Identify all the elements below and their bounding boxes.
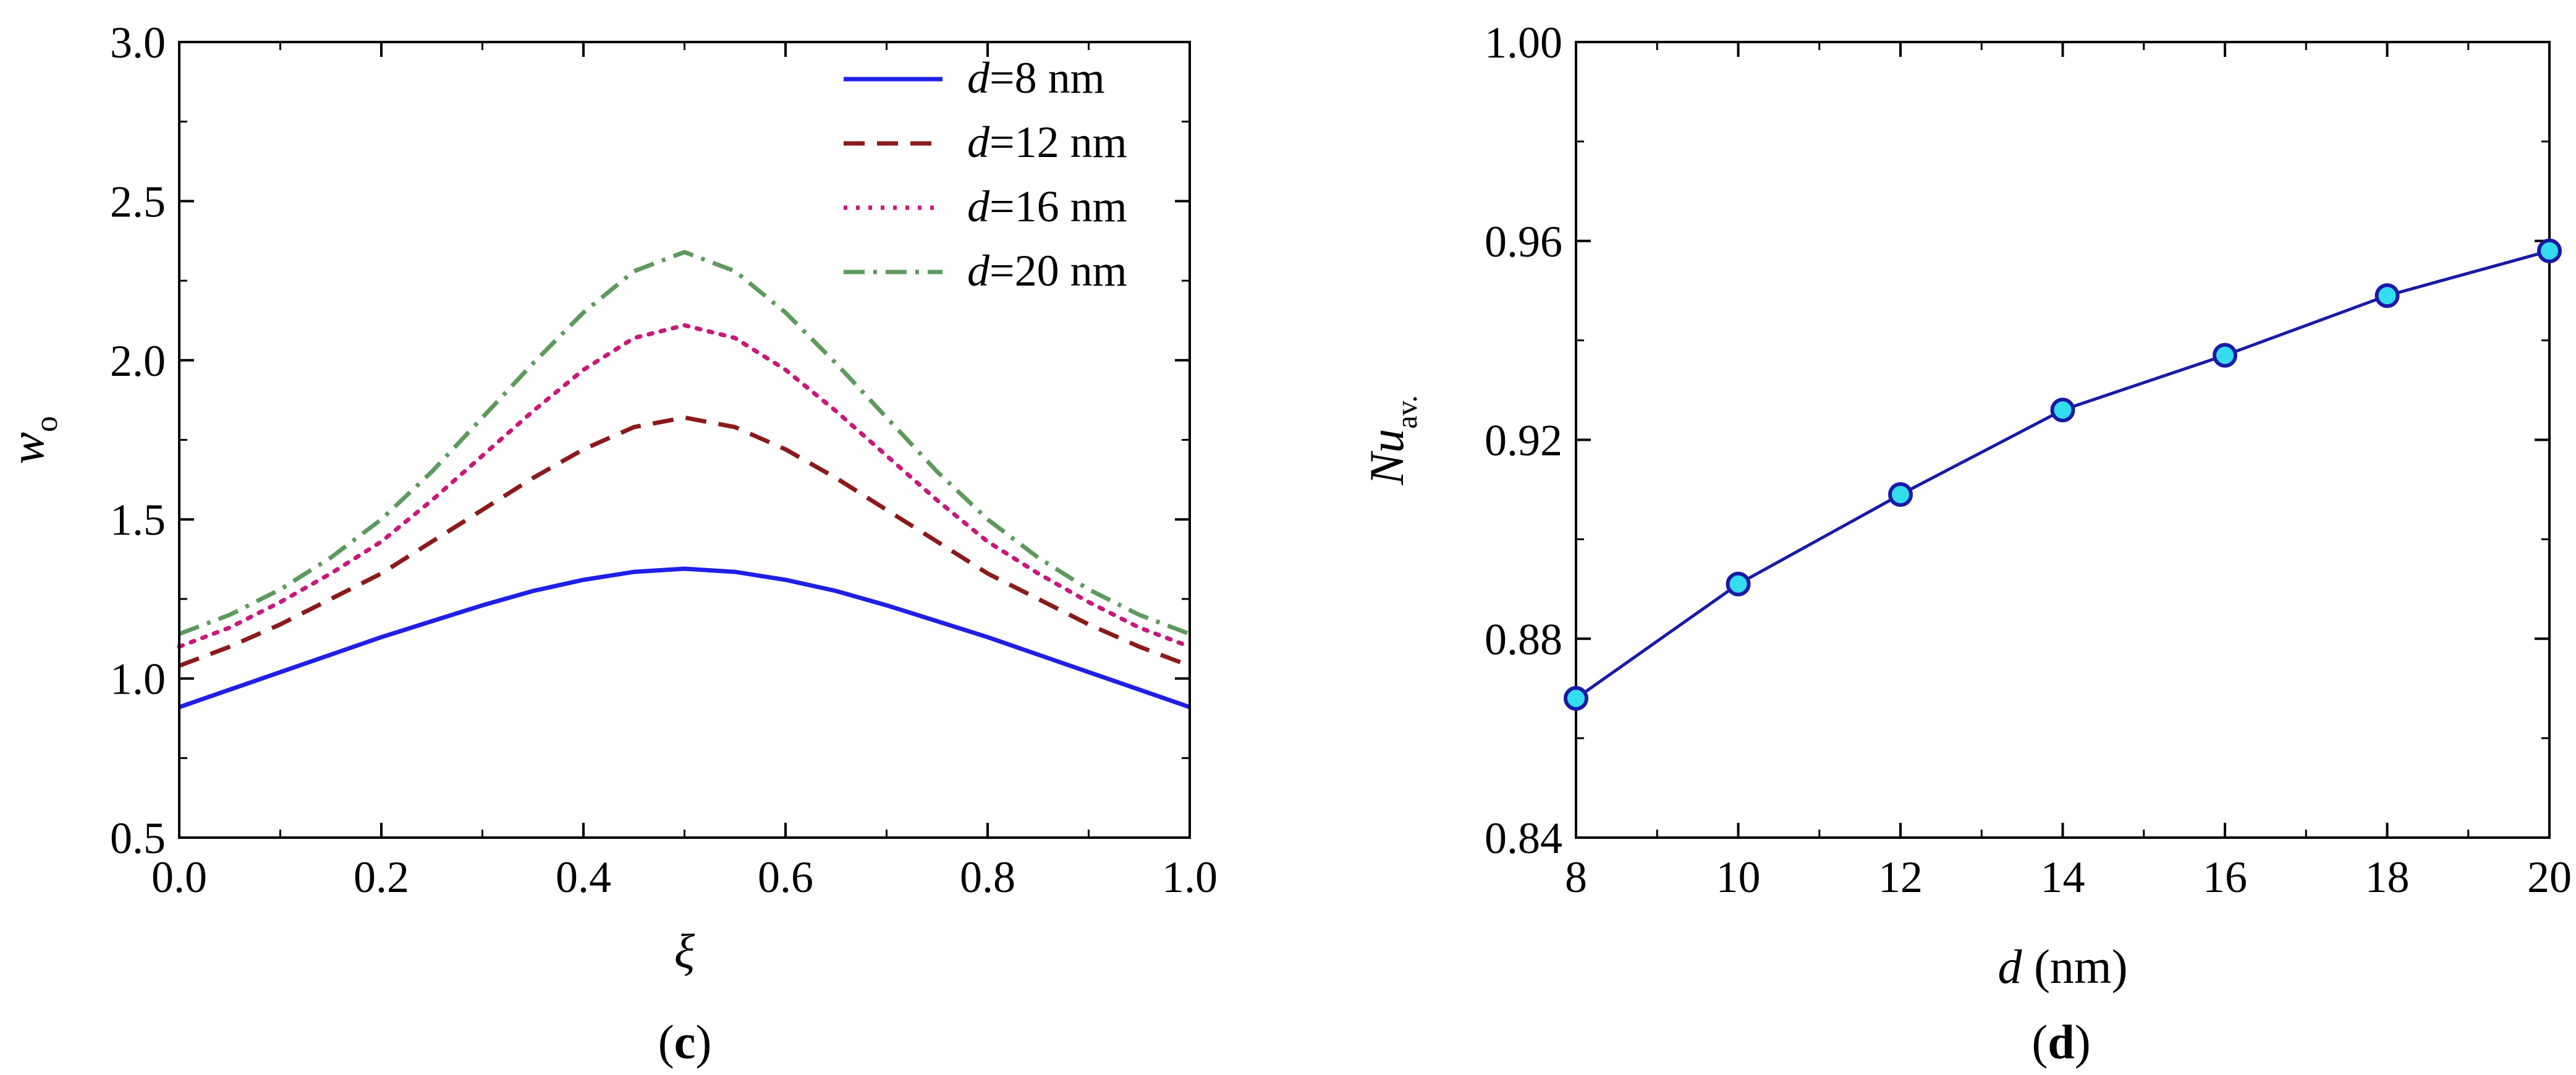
y-tick-label: 1.0: [110, 655, 166, 704]
data-point: [2375, 283, 2400, 308]
data-point: [2050, 397, 2075, 423]
x-axis-title: ξ: [674, 924, 695, 978]
x-tick-label: 0.2: [354, 852, 409, 902]
panel-label-d: (d): [2032, 1015, 2090, 1069]
legend: d=8 nm d=12 nm d=16 nm d=20 nm: [844, 53, 1127, 295]
legend-label: d=8 nm: [967, 53, 1105, 103]
x-tick-label: 1.0: [1162, 852, 1218, 902]
y-tick-label: 0.88: [1485, 614, 1562, 664]
y-tick-label: 0.84: [1485, 814, 1562, 863]
data-point: [1888, 482, 1913, 507]
panel-c-chart: 0.0 0.2 0.4 0.6 0.8 1.0 0.5 1.0 1.5 2.0 2.5 3.0 ξ wo (…: [0, 18, 1218, 1069]
y-axis-title: wo: [0, 416, 64, 464]
x-tick-label: 0.0: [151, 852, 207, 902]
y-tick-label: 3.0: [110, 18, 166, 67]
y-tick-label: 1.5: [110, 495, 166, 545]
series-line-d-8-nm: [178, 566, 1191, 710]
data-point: [1564, 686, 1588, 711]
y-tick-label: 0.96: [1485, 217, 1562, 266]
data-point: [2537, 238, 2562, 263]
y-axis-title: Nuav.: [1360, 395, 1423, 485]
x-axis-title: d (nm): [1998, 940, 2127, 993]
x-tick-label: 10: [1716, 852, 1761, 902]
legend-label: d=20 nm: [967, 246, 1127, 295]
x-tick-label: 12: [1878, 852, 1923, 902]
x-tick-label: 0.4: [556, 852, 611, 902]
series-line-d-12-nm: [178, 415, 1191, 668]
x-tick-label: 0.6: [758, 852, 813, 902]
y-tick-label: 2.0: [110, 336, 166, 386]
series-line-d-20-nm: [178, 250, 1191, 636]
data-point: [2213, 342, 2237, 368]
plot-frame-d: [1575, 41, 2551, 839]
x-tick-label: 0.8: [960, 852, 1015, 902]
x-tick-label: 8: [1565, 852, 1587, 902]
y-tick-label: 0.5: [110, 814, 166, 863]
series-line-nu: [1575, 249, 2550, 700]
data-point: [1726, 571, 1751, 597]
series-line-d-16-nm: [177, 323, 1192, 649]
y-tick-label: 0.92: [1485, 416, 1562, 465]
legend-label: d=16 nm: [967, 182, 1127, 231]
x-tick-label: 14: [2041, 852, 2085, 902]
x-tick-label: 18: [2365, 852, 2410, 902]
y-tick-label: 1.00: [1485, 18, 1562, 67]
panel-d-chart: 8 10 12 14 16 18 20 0.84 0.88 0.92 0.96 1.00 d (nm) N…: [1360, 18, 2572, 1069]
legend-label: d=12 nm: [967, 117, 1127, 167]
panel-label-c: (c): [658, 1015, 712, 1069]
y-tick-label: 2.5: [110, 177, 166, 226]
x-tick-label: 20: [2527, 852, 2572, 902]
x-tick-label: 16: [2203, 852, 2247, 902]
